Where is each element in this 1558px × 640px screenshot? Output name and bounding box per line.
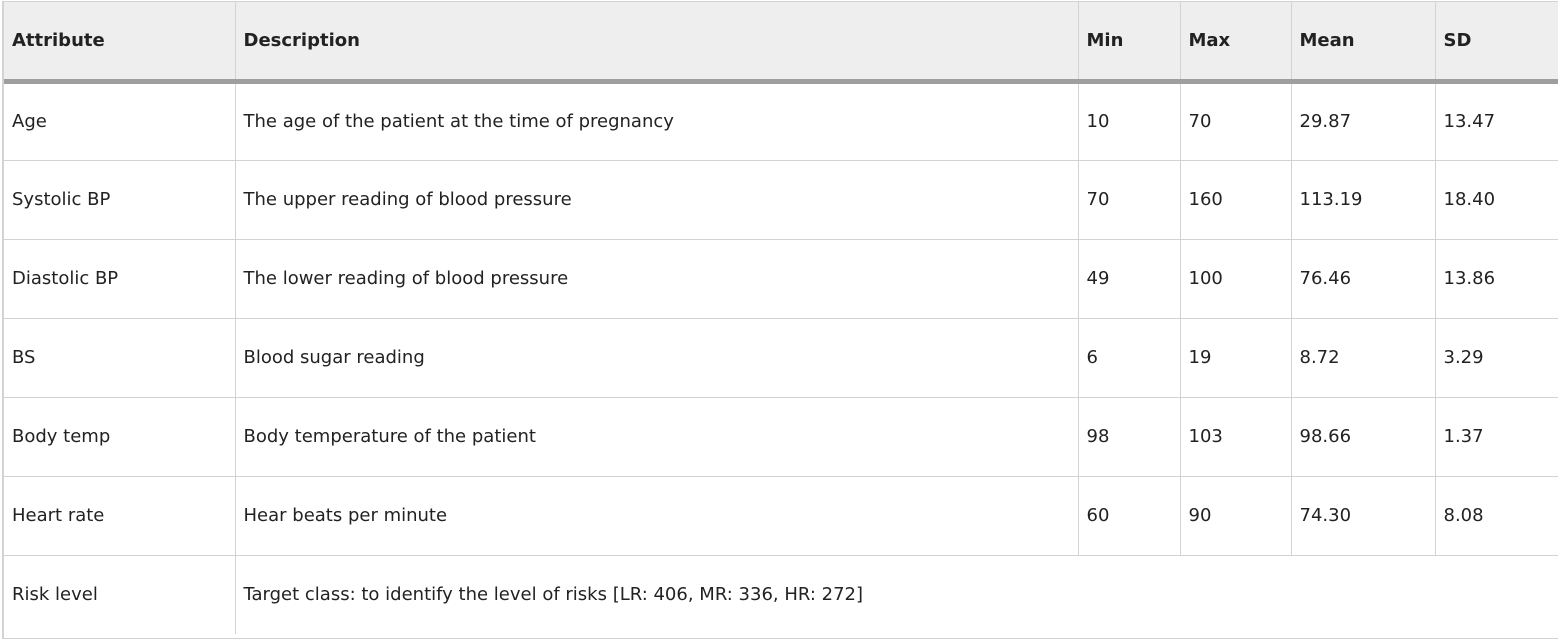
table-row: Systolic BP The upper reading of blood p…	[4, 160, 1558, 240]
cell-sd: 13.86	[1435, 239, 1558, 319]
cell-description: The lower reading of blood pressure	[235, 239, 1079, 319]
table-row: BS Blood sugar reading 6 19 8.72 3.29	[4, 318, 1558, 398]
cell-attribute: Risk level	[4, 555, 236, 634]
cell-mean: 76.46	[1291, 239, 1436, 319]
cell-min: 49	[1078, 239, 1181, 319]
cell-attribute: Body temp	[4, 397, 236, 477]
table-row: Body temp Body temperature of the patien…	[4, 397, 1558, 477]
table-row: Heart rate Hear beats per minute 60 90 7…	[4, 476, 1558, 556]
cell-sd: 1.37	[1435, 397, 1558, 477]
cell-max: 90	[1180, 476, 1292, 556]
cell-attribute: Age	[4, 81, 236, 161]
cell-description: The upper reading of blood pressure	[235, 160, 1079, 240]
cell-max: 160	[1180, 160, 1292, 240]
cell-attribute: Heart rate	[4, 476, 236, 556]
cell-min: 70	[1078, 160, 1181, 240]
header-description: Description	[235, 2, 1079, 84]
cell-description: Hear beats per minute	[235, 476, 1079, 556]
table-row: Age The age of the patient at the time o…	[4, 81, 1558, 161]
cell-mean: 74.30	[1291, 476, 1436, 556]
cell-description: The age of the patient at the time of pr…	[235, 81, 1079, 161]
cell-max: 19	[1180, 318, 1292, 398]
cell-attribute: BS	[4, 318, 236, 398]
cell-attribute: Systolic BP	[4, 160, 236, 240]
cell-mean: 98.66	[1291, 397, 1436, 477]
header-attribute: Attribute	[4, 2, 236, 84]
table-row-risk-level: Risk level Target class: to identify the…	[4, 555, 1558, 634]
header-sd: SD	[1435, 2, 1558, 84]
header-min: Min	[1078, 2, 1181, 84]
cell-max: 103	[1180, 397, 1292, 477]
cell-sd: 18.40	[1435, 160, 1558, 240]
cell-sd: 13.47	[1435, 81, 1558, 161]
cell-sd: 8.08	[1435, 476, 1558, 556]
attribute-statistics-table: Attribute Description Min Max Mean SD Ag…	[4, 2, 1558, 634]
cell-max: 70	[1180, 81, 1292, 161]
table-header-row: Attribute Description Min Max Mean SD	[4, 2, 1558, 84]
cell-min: 6	[1078, 318, 1181, 398]
cell-max: 100	[1180, 239, 1292, 319]
header-max: Max	[1180, 2, 1292, 84]
cell-description: Blood sugar reading	[235, 318, 1079, 398]
header-mean: Mean	[1291, 2, 1436, 84]
cell-min: 10	[1078, 81, 1181, 161]
cell-description-span: Target class: to identify the level of r…	[243, 584, 864, 606]
cell-mean: 113.19	[1291, 160, 1436, 240]
cell-mean: 8.72	[1291, 318, 1436, 398]
cell-min: 60	[1078, 476, 1181, 556]
table-row: Diastolic BP The lower reading of blood …	[4, 239, 1558, 319]
cell-attribute: Diastolic BP	[4, 239, 236, 319]
cell-description: Body temperature of the patient	[235, 397, 1079, 477]
cell-min: 98	[1078, 397, 1181, 477]
cell-mean: 29.87	[1291, 81, 1436, 161]
cell-sd: 3.29	[1435, 318, 1558, 398]
